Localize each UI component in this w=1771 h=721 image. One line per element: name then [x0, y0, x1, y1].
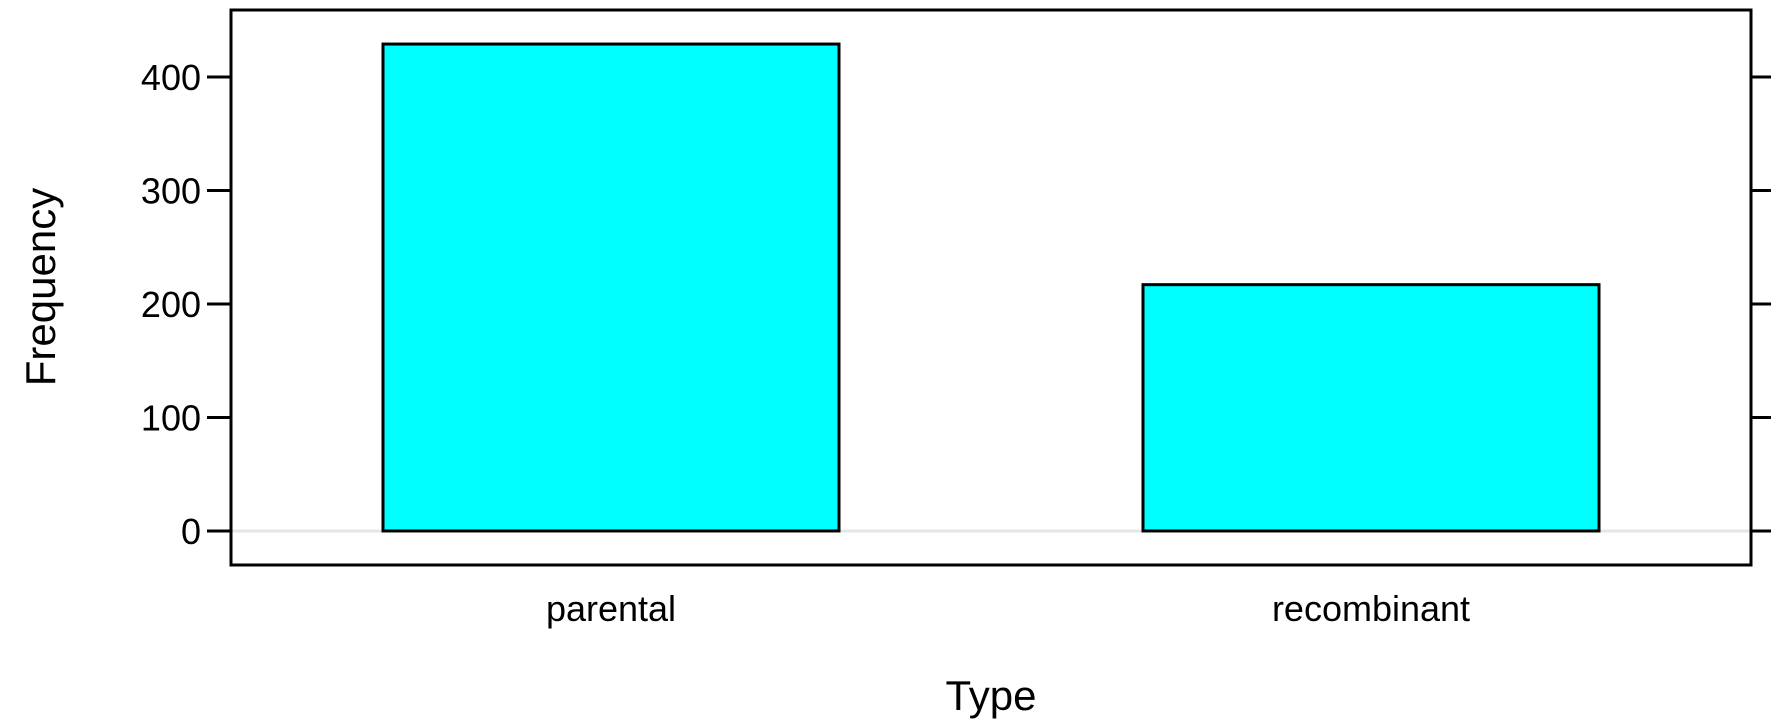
x-tick-label: parental — [546, 588, 676, 629]
y-tick-label: 300 — [141, 170, 201, 211]
y-tick-label: 200 — [141, 284, 201, 325]
y-tick-label: 100 — [141, 397, 201, 438]
x-axis-title: Type — [945, 672, 1036, 719]
y-axis-title: Frequency — [17, 188, 64, 386]
plot-panel-border — [229, 8, 1753, 567]
x-tick-label: recombinant — [1272, 588, 1470, 629]
y-tick-label: 400 — [141, 57, 201, 98]
bars-group — [381, 42, 1601, 533]
bar-recombinant — [1141, 283, 1601, 533]
x-axis: parental recombinant — [546, 588, 1470, 629]
y-tick-label: 0 — [181, 511, 201, 552]
bar-parental — [381, 42, 841, 533]
y-axis: 0 100 200 300 400 — [141, 57, 1771, 552]
